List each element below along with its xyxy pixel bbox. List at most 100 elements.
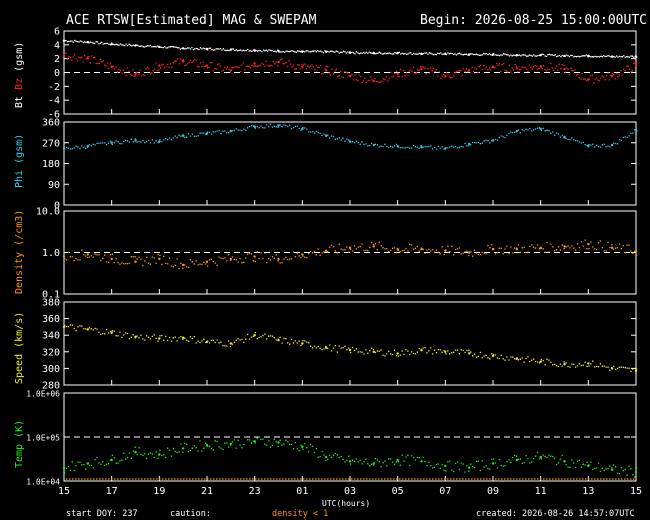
x-tick-label: 03 bbox=[344, 486, 356, 497]
x-tick-label: 21 bbox=[201, 486, 213, 497]
temp-point bbox=[181, 447, 185, 450]
x-tick-label: 15 bbox=[630, 486, 642, 497]
speed-point bbox=[467, 352, 471, 355]
temp-point bbox=[62, 466, 66, 469]
speed-point bbox=[158, 337, 161, 340]
density-point bbox=[587, 242, 590, 246]
density-point bbox=[62, 255, 66, 258]
y-tick-label: 360 bbox=[42, 118, 60, 129]
phi-point bbox=[467, 142, 471, 146]
Bz-point bbox=[420, 67, 423, 71]
x-tick-label: 13 bbox=[582, 486, 594, 497]
mag-ylabel-bt: Bt bbox=[14, 96, 25, 108]
x-tick-label: 07 bbox=[439, 486, 451, 497]
Bz-point bbox=[158, 64, 161, 67]
created-time: created: 2026-08-26 14:57:07UTC bbox=[476, 509, 635, 519]
temp-point bbox=[539, 455, 542, 459]
density-point bbox=[467, 251, 471, 254]
speed-point bbox=[181, 336, 185, 339]
temp-ylabel: Temp (K) bbox=[14, 420, 25, 468]
Bz-point bbox=[324, 69, 328, 72]
Bz-point bbox=[134, 73, 137, 76]
phi-scatter bbox=[64, 123, 638, 150]
phi-point bbox=[277, 124, 280, 127]
y-tick-label: 1.0 bbox=[42, 248, 60, 259]
speed-point bbox=[348, 348, 352, 352]
mag-ylabel: Bt Bz (gsm) bbox=[14, 42, 25, 108]
density-point bbox=[158, 257, 161, 261]
y-tick-label: 280 bbox=[42, 381, 60, 392]
phi-point bbox=[158, 140, 161, 143]
density-scatter bbox=[64, 239, 638, 270]
speed-point bbox=[563, 363, 566, 366]
y-tick-label: 270 bbox=[42, 138, 60, 149]
density-point bbox=[110, 257, 113, 261]
y-tick-label: 300 bbox=[42, 364, 60, 375]
speed-point bbox=[587, 362, 590, 365]
temp-point bbox=[372, 462, 376, 465]
x-tick-label: 23 bbox=[249, 486, 261, 497]
speed-point bbox=[396, 352, 399, 355]
phi-point bbox=[587, 145, 590, 148]
density-point bbox=[86, 253, 90, 256]
phi-point bbox=[110, 141, 113, 144]
temp-point bbox=[301, 445, 304, 448]
y-tick-label: 90 bbox=[48, 180, 60, 191]
y-tick-label: 6 bbox=[54, 27, 60, 38]
density-point bbox=[610, 246, 614, 249]
mag-ylabel-bz: Bz bbox=[14, 78, 25, 90]
Bz-point bbox=[515, 67, 519, 70]
y-tick-label: -4 bbox=[48, 96, 60, 107]
phi-point bbox=[539, 127, 542, 131]
speed-point bbox=[301, 342, 304, 345]
phi-point bbox=[420, 146, 423, 149]
temp-point bbox=[134, 451, 137, 454]
temp-point bbox=[444, 464, 447, 468]
Bz-point bbox=[634, 64, 638, 67]
start-doy: start DOY: 237 bbox=[66, 509, 138, 519]
Bz-point bbox=[301, 65, 304, 69]
y-tick-label: 4 bbox=[54, 40, 60, 51]
y-tick-label: 1.0E+04 bbox=[26, 478, 60, 487]
y-tick-label: 2 bbox=[54, 54, 60, 65]
speed-point bbox=[110, 331, 113, 334]
density-caution-note: density < 1 bbox=[272, 509, 328, 519]
y-tick-label: -6 bbox=[48, 110, 60, 121]
y-tick-label: 10.0 bbox=[36, 207, 60, 218]
Bz-point bbox=[563, 67, 566, 71]
phi-point bbox=[301, 127, 304, 131]
temp-point bbox=[229, 442, 233, 446]
density-point bbox=[563, 245, 566, 248]
x-axis-label: UTC(hours) bbox=[322, 499, 370, 508]
phi-point bbox=[134, 139, 137, 142]
temp-point bbox=[158, 453, 161, 456]
speed-point bbox=[634, 369, 638, 373]
y-tick-label: -2 bbox=[48, 82, 60, 93]
temp-point bbox=[467, 466, 471, 469]
y-tick-label: 360 bbox=[42, 314, 60, 325]
Bz-point bbox=[86, 57, 90, 60]
x-tick-label: 19 bbox=[153, 486, 165, 497]
temp-point bbox=[396, 458, 399, 462]
y-tick-label: 320 bbox=[42, 347, 60, 358]
speed-ylabel: Speed (km/s) bbox=[14, 312, 25, 384]
phi-panel bbox=[63, 121, 637, 206]
Bz-point bbox=[396, 72, 399, 76]
speed-scatter bbox=[64, 324, 638, 373]
chart-marks: 15 17 19 21 23 01 03 05 07 09 11 13 156420-2-4-63602… bbox=[26, 27, 642, 498]
density-point bbox=[372, 245, 376, 248]
density-point bbox=[634, 249, 638, 252]
temp-point bbox=[515, 458, 519, 462]
speed-panel bbox=[63, 301, 637, 386]
temp-point bbox=[348, 460, 352, 463]
y-tick-label: 380 bbox=[42, 298, 60, 309]
temp-point bbox=[277, 441, 280, 444]
y-tick-label: 1.0E+05 bbox=[26, 434, 60, 443]
begin-time: Begin: 2026-08-25 15:00:00UTC bbox=[420, 13, 647, 28]
caution-label: caution: bbox=[170, 509, 211, 519]
density-point bbox=[181, 263, 185, 267]
density-point bbox=[301, 253, 304, 256]
temp-point bbox=[610, 468, 614, 471]
density-point bbox=[253, 255, 256, 258]
